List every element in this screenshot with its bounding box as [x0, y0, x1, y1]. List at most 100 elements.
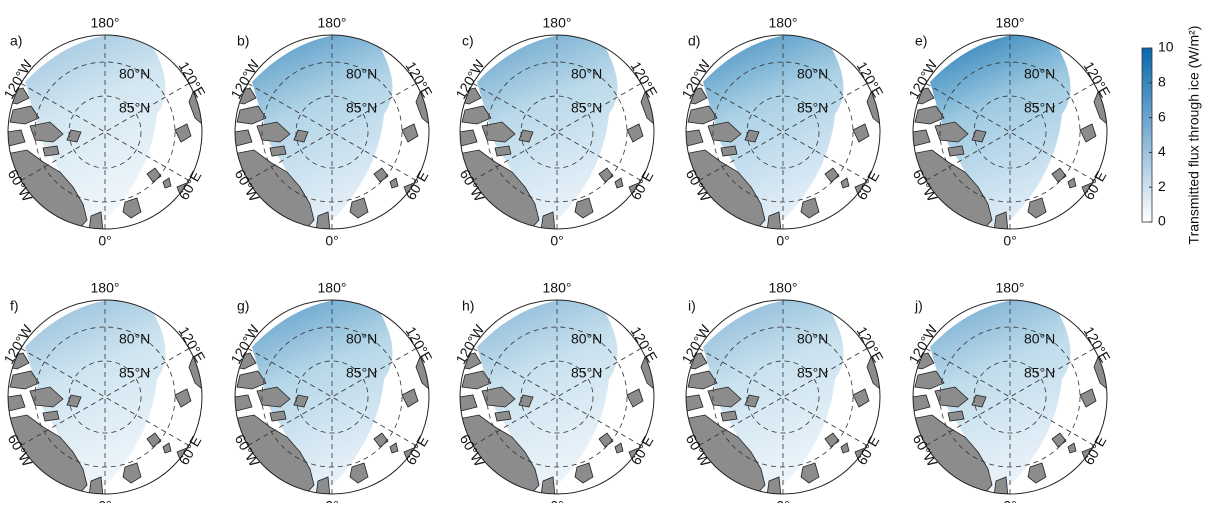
lon-label: 60°E — [175, 433, 204, 467]
map-border — [912, 299, 1108, 495]
sea-ice-field — [703, 35, 844, 229]
lat-circle — [68, 95, 142, 169]
colorbar — [1141, 47, 1153, 223]
lon-label: 60°E — [853, 168, 882, 202]
map-border — [685, 34, 881, 230]
lat-label: 80°N — [571, 331, 602, 347]
lat-label: 85°N — [346, 365, 377, 381]
colorbar-tick-label: 10 — [1158, 39, 1174, 55]
lon-label: 60°E — [627, 433, 656, 467]
lat-circle — [295, 360, 369, 434]
colorbar-label: Transmitted flux through ice (W/m²) — [1186, 26, 1202, 245]
map-body — [460, 35, 654, 229]
lon-label: 60°E — [853, 433, 882, 467]
lon-label: 180° — [769, 15, 798, 31]
lat-label: 80°N — [571, 66, 602, 82]
colorbar-tick-label: 2 — [1158, 178, 1166, 194]
map-border — [459, 299, 655, 495]
panel-label: a) — [10, 33, 22, 49]
lon-label: 0° — [776, 233, 789, 249]
map-body — [686, 35, 880, 229]
map-border — [912, 34, 1108, 230]
sea-ice-field — [252, 300, 393, 494]
lat-label: 80°N — [797, 331, 828, 347]
panel-label: d) — [688, 33, 700, 49]
lon-label: 180° — [91, 280, 120, 296]
lon-label: 120°E — [403, 324, 436, 365]
lat-label: 85°N — [1024, 365, 1055, 381]
lon-label: 120°E — [176, 324, 209, 365]
lat-label: 80°N — [1024, 331, 1055, 347]
map-border — [234, 299, 430, 495]
sea-ice-field — [930, 300, 1071, 494]
colorbar-tick-label: 6 — [1158, 108, 1166, 124]
lon-label: 0° — [325, 498, 338, 503]
lon-label: 180° — [91, 15, 120, 31]
map-body — [235, 35, 429, 229]
panel-label: j) — [914, 298, 923, 314]
lon-label: 120°E — [854, 324, 887, 365]
colorbar-tick-label: 0 — [1158, 213, 1166, 229]
lat-circle — [520, 95, 594, 169]
panel-label: h) — [462, 298, 474, 314]
lat-label: 80°N — [797, 66, 828, 82]
lat-label: 85°N — [119, 365, 150, 381]
lon-label: 180° — [318, 15, 347, 31]
lat-label: 85°N — [797, 365, 828, 381]
panel-label: c) — [462, 33, 474, 49]
lon-label: 120°E — [1081, 59, 1114, 100]
panel-label: g) — [237, 298, 249, 314]
lon-label: 0° — [98, 498, 111, 503]
map-body — [913, 35, 1107, 229]
sea-ice-field — [25, 35, 166, 229]
lon-label: 0° — [325, 233, 338, 249]
lat-circle — [68, 360, 142, 434]
sea-ice-field — [703, 300, 844, 494]
lat-label: 85°N — [571, 365, 602, 381]
lon-label: 0° — [550, 498, 563, 503]
lon-label: 60°E — [175, 168, 204, 202]
lon-label: 120°E — [854, 59, 887, 100]
lon-label: 0° — [1003, 498, 1016, 503]
map-border — [459, 34, 655, 230]
lon-label: 120°E — [628, 324, 661, 365]
lon-label: 120°E — [176, 59, 209, 100]
lon-label: 60°E — [402, 433, 431, 467]
lat-circle — [746, 95, 820, 169]
map-border — [234, 34, 430, 230]
map-body — [913, 300, 1107, 494]
lon-label: 180° — [318, 280, 347, 296]
lat-circle — [973, 95, 1047, 169]
lon-label: 180° — [996, 280, 1025, 296]
lon-label: 180° — [996, 15, 1025, 31]
lon-label: 0° — [1003, 233, 1016, 249]
lon-label: 0° — [776, 498, 789, 503]
lat-label: 80°N — [1024, 66, 1055, 82]
panel-label: b) — [237, 33, 249, 49]
map-border — [7, 34, 203, 230]
panel-label: i) — [688, 298, 696, 314]
lat-label: 80°N — [119, 331, 150, 347]
panel-label: e) — [915, 33, 927, 49]
map-border — [685, 299, 881, 495]
map-border — [7, 299, 203, 495]
lon-label: 120°E — [403, 59, 436, 100]
lat-circle — [520, 360, 594, 434]
lon-label: 120°E — [1081, 324, 1114, 365]
lat-label: 80°N — [119, 66, 150, 82]
sea-ice-field — [477, 35, 618, 229]
map-body — [686, 300, 880, 494]
sea-ice-field — [930, 35, 1071, 229]
colorbar-tick-label: 4 — [1158, 143, 1166, 159]
lat-circle — [746, 360, 820, 434]
